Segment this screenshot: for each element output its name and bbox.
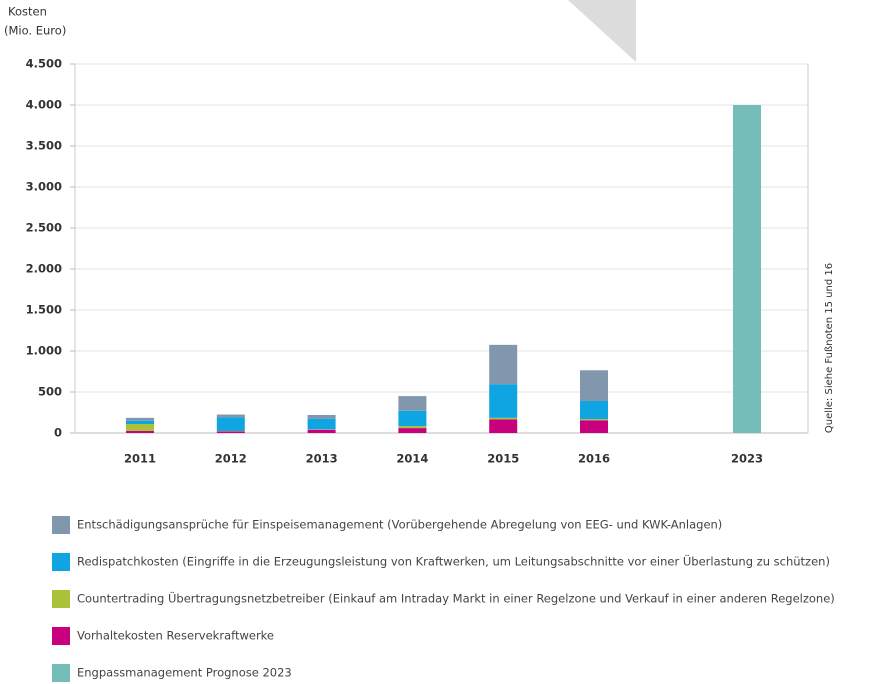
- x-tick-label: 2023: [731, 452, 763, 466]
- bar-segment: [126, 423, 154, 431]
- bar-segment: [307, 418, 336, 430]
- y-axis-label: Kosten: [8, 5, 47, 19]
- bar-segment: [398, 428, 427, 433]
- legend-swatch: [52, 627, 70, 645]
- decoration: [568, 0, 636, 62]
- x-tick-label: 2016: [578, 452, 610, 466]
- y-tick-label: 1.000: [26, 344, 62, 358]
- y-tick-label: 4.500: [26, 57, 62, 71]
- x-tick-label: 2011: [124, 452, 156, 466]
- bar-segment: [489, 344, 518, 385]
- y-tick-label: 0: [54, 426, 62, 440]
- bar-segment: [398, 426, 427, 429]
- legend-label: Vorhaltekosten Reservekraftwerke: [77, 629, 274, 643]
- legend-swatch: [52, 553, 70, 571]
- bar-segment: [398, 396, 427, 411]
- x-tick-label: 2015: [487, 452, 519, 466]
- y-tick-label: 3.500: [26, 139, 62, 153]
- x-tick-label: 2012: [215, 452, 247, 466]
- y-axis-label: (Mio. Euro): [4, 24, 66, 38]
- bar-segment: [580, 370, 608, 402]
- y-tick-label: 3.000: [26, 180, 62, 194]
- source-note: Quelle: Siehe Fußnoten 15 und 16: [824, 263, 835, 433]
- legend-swatch: [52, 664, 70, 682]
- bar-segment: [580, 401, 608, 420]
- y-tick-label: 1.500: [26, 303, 62, 317]
- legend-label: Countertrading Übertragungsnetzbetreiber…: [77, 590, 835, 606]
- x-tick-label: 2014: [396, 452, 428, 466]
- bar-segment: [126, 420, 154, 424]
- bar-segment: [489, 384, 518, 418]
- bar-segment: [216, 417, 245, 431]
- x-tick-label: 2013: [306, 452, 338, 466]
- legend-swatch: [52, 590, 70, 608]
- bar-segment: [307, 429, 336, 433]
- legend-swatch: [52, 516, 70, 534]
- legend-label: Engpassmanagement Prognose 2023: [77, 666, 292, 680]
- bar-segment: [580, 419, 608, 421]
- legend-label: Entschädigungsansprüche für Einspeiseman…: [77, 518, 722, 532]
- bar-segment: [216, 431, 245, 433]
- bar-segment: [733, 105, 761, 433]
- bar-segment: [489, 417, 518, 420]
- bar-segment: [126, 430, 154, 433]
- y-tick-label: 4.000: [26, 98, 62, 112]
- bar-segment: [580, 420, 608, 433]
- bar-segment: [307, 414, 336, 419]
- y-tick-label: 500: [38, 385, 62, 399]
- bar-segment: [216, 414, 245, 418]
- legend-label: Redispatchkosten (Eingriffe in die Erzeu…: [77, 553, 830, 569]
- y-tick-label: 2.500: [26, 221, 62, 235]
- y-tick-label: 2.000: [26, 262, 62, 276]
- bar-segment: [489, 419, 518, 433]
- bar-segment: [398, 410, 427, 427]
- bar-segment: [126, 417, 154, 421]
